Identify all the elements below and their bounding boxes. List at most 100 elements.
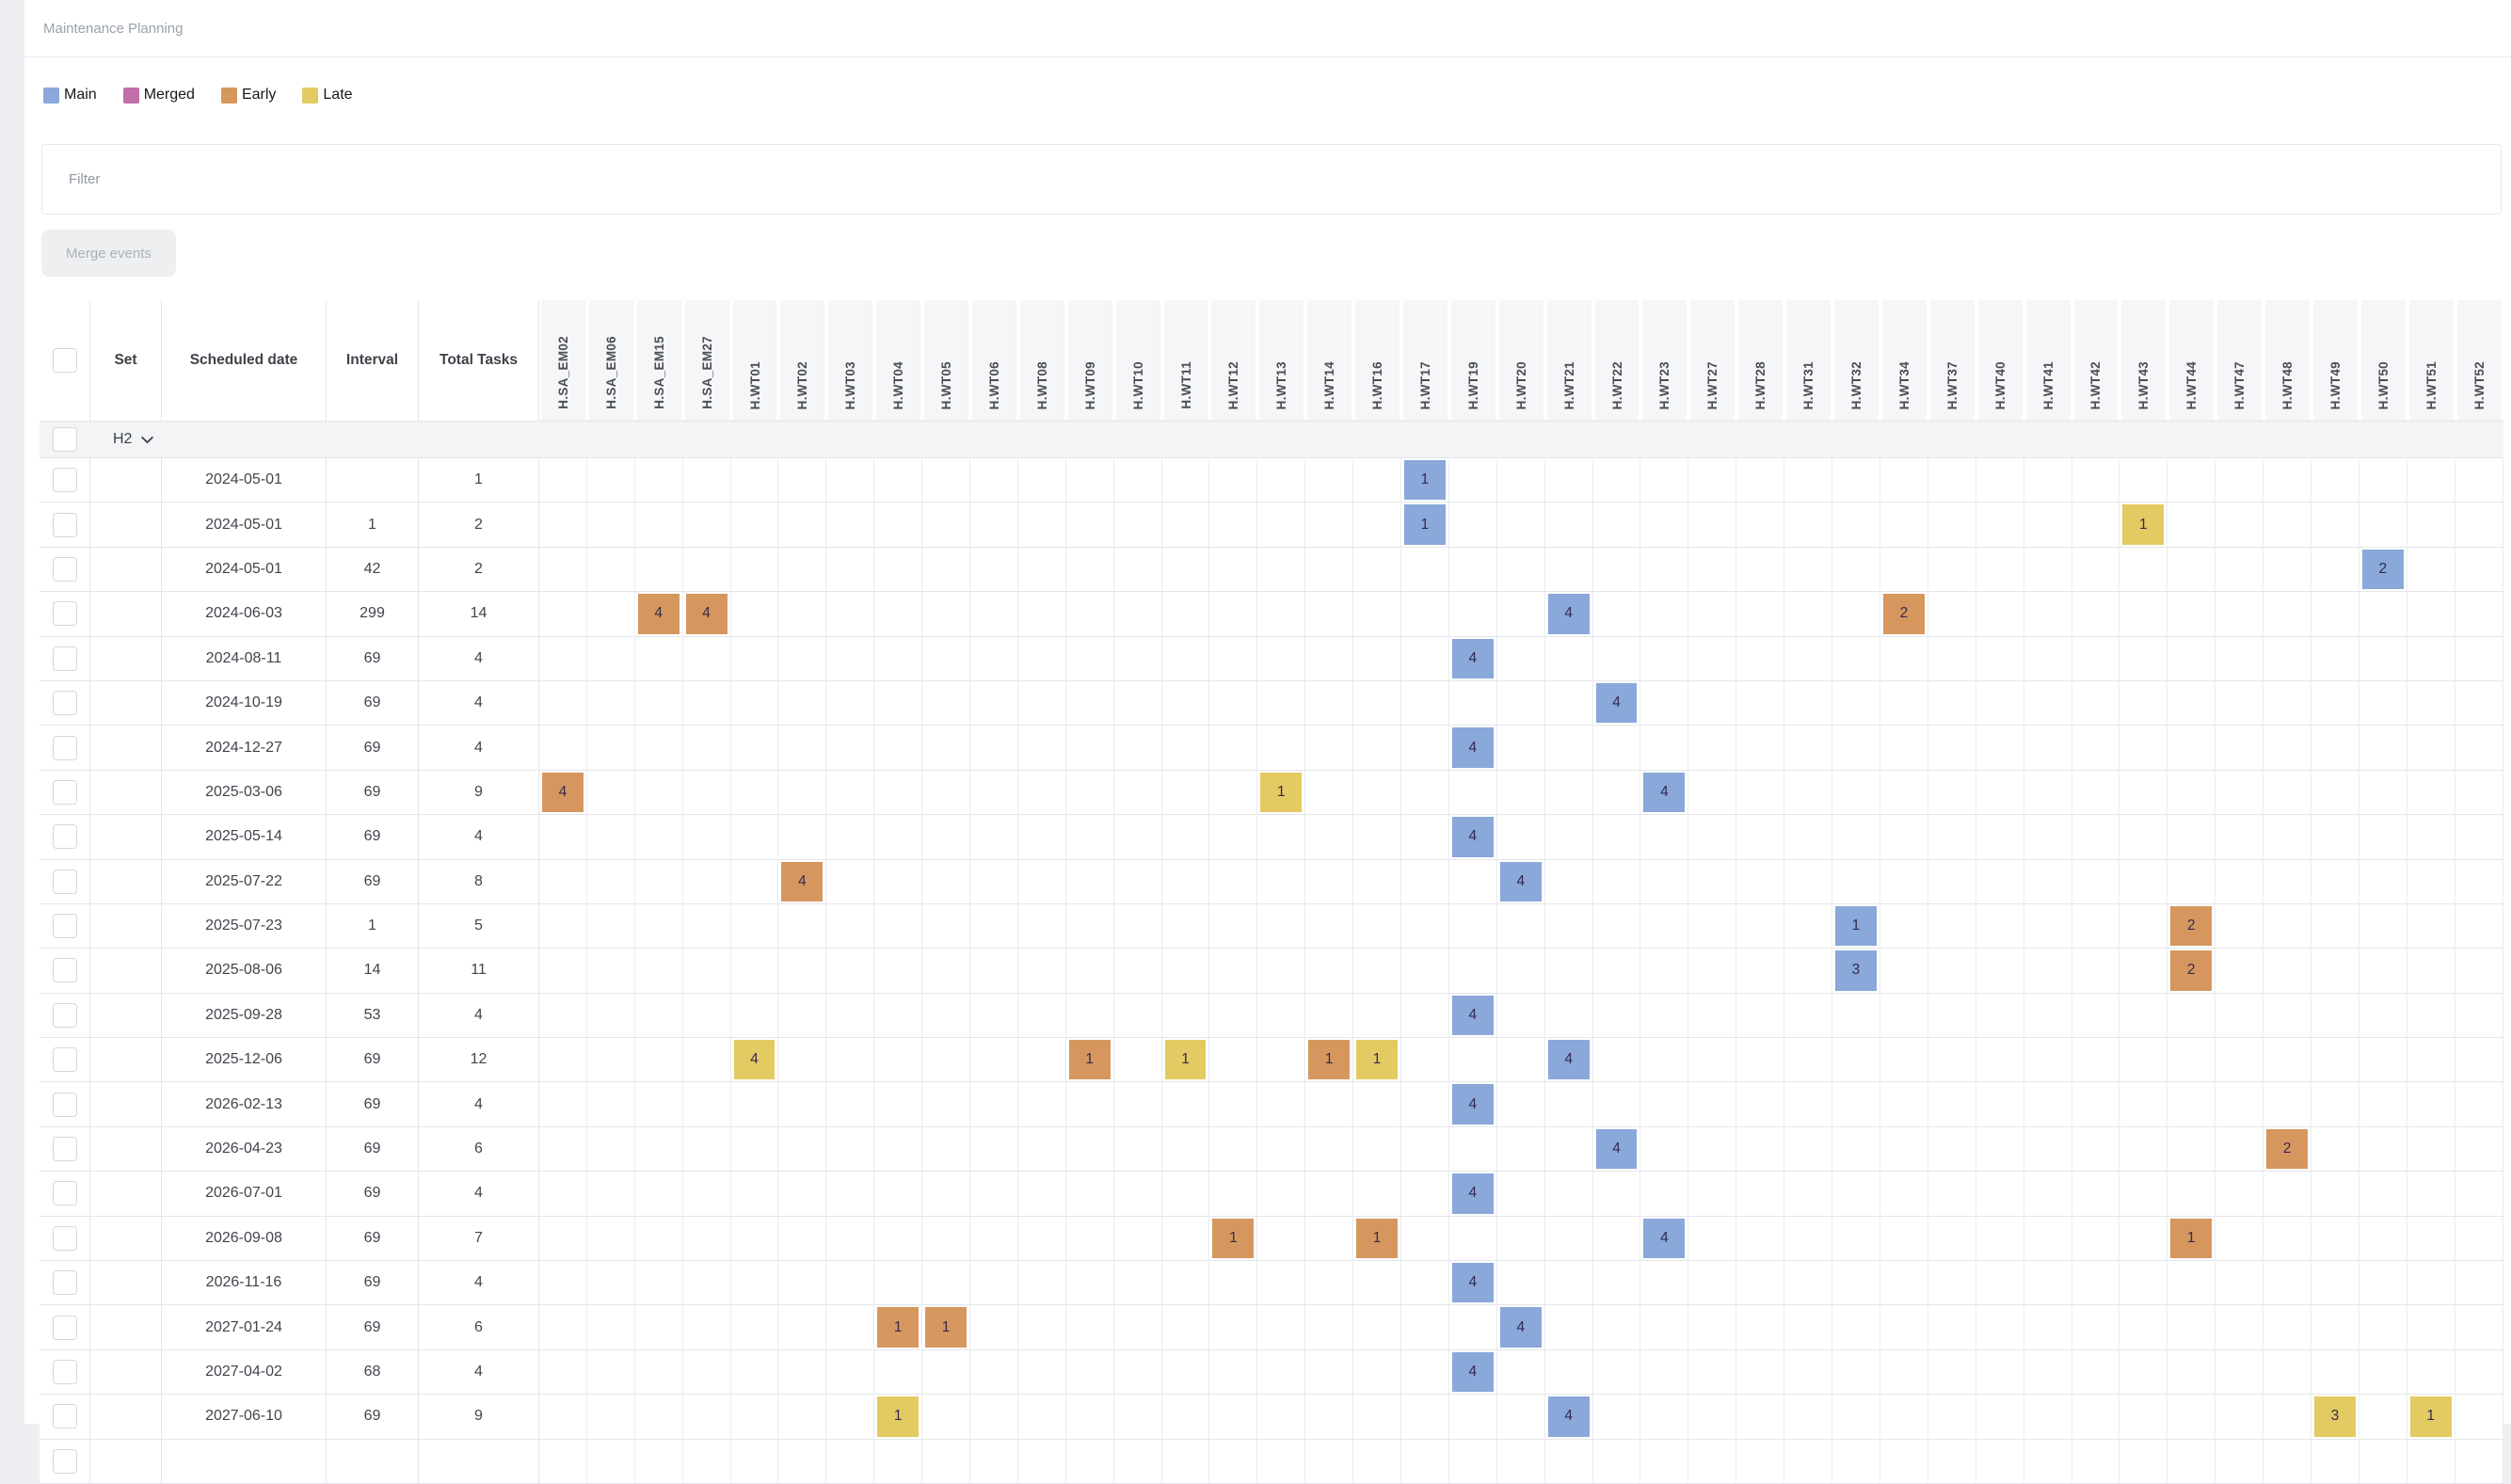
- row-checkbox[interactable]: [52, 646, 77, 671]
- task-box-main[interactable]: 4: [1643, 772, 1686, 813]
- grid-cell: [1257, 859, 1306, 903]
- grid-cell: [2167, 547, 2216, 592]
- row-checkbox[interactable]: [52, 691, 77, 716]
- grid-cell: [2359, 1439, 2407, 1483]
- row-checkbox[interactable]: [52, 914, 77, 939]
- grid-cell: [539, 726, 587, 770]
- grid-cell: [970, 680, 1018, 726]
- row-checkbox[interactable]: [52, 1404, 77, 1429]
- task-box-early[interactable]: 2: [2266, 1128, 2308, 1170]
- task-box-late[interactable]: 4: [733, 1040, 776, 1080]
- select-all-checkbox[interactable]: [52, 348, 77, 373]
- row-checkbox[interactable]: [52, 601, 77, 627]
- grid-cell: [2167, 815, 2216, 859]
- task-box-main[interactable]: 4: [1595, 1128, 1638, 1170]
- scheduled-date-cell: 2024-05-01: [162, 547, 327, 592]
- row-checkbox-cell: [40, 1082, 90, 1126]
- grid-cell: [1880, 859, 1928, 903]
- task-box-early[interactable]: 2: [2170, 950, 2213, 991]
- row-checkbox[interactable]: [52, 468, 77, 493]
- task-box-late[interactable]: 1: [1260, 772, 1303, 813]
- row-checkbox[interactable]: [52, 1360, 77, 1384]
- turbine-column-header: H.WT20: [1496, 300, 1545, 421]
- grid-cell: [587, 592, 635, 636]
- row-checkbox[interactable]: [52, 779, 77, 805]
- task-box-main[interactable]: 4: [1451, 995, 1494, 1036]
- row-checkbox[interactable]: [52, 1002, 77, 1028]
- task-box-main[interactable]: 4: [1547, 1040, 1590, 1080]
- task-box-early[interactable]: 1: [925, 1307, 968, 1348]
- task-box-late[interactable]: 1: [2122, 504, 2165, 545]
- filter-input[interactable]: [41, 144, 2502, 215]
- grid-cell: [2119, 1349, 2168, 1395]
- merge-events-button[interactable]: Merge events: [41, 230, 176, 277]
- row-checkbox[interactable]: [52, 512, 77, 537]
- row-checkbox[interactable]: [52, 1137, 77, 1162]
- task-box-main[interactable]: 3: [1835, 950, 1877, 991]
- row-checkbox[interactable]: [52, 869, 77, 894]
- row-checkbox[interactable]: [52, 1270, 77, 1296]
- task-box-main[interactable]: 4: [1499, 1307, 1542, 1348]
- task-box-early[interactable]: 1: [1212, 1218, 1255, 1259]
- task-box-early[interactable]: 4: [685, 594, 728, 634]
- grid-cell: [1209, 680, 1258, 726]
- grid-cell: [1640, 592, 1689, 636]
- task-box-main[interactable]: 4: [1643, 1218, 1686, 1259]
- task-box-early[interactable]: 4: [781, 861, 824, 902]
- row-checkbox[interactable]: [52, 1181, 77, 1206]
- task-box-late[interactable]: 1: [1356, 1040, 1399, 1080]
- row-checkbox[interactable]: [52, 824, 77, 850]
- task-box-early[interactable]: 1: [2170, 1218, 2213, 1259]
- task-box-main[interactable]: 4: [1451, 1084, 1494, 1125]
- turbine-column-label: H.WT52: [2471, 360, 2487, 409]
- task-box-main[interactable]: 4: [1451, 1263, 1494, 1303]
- group-checkbox[interactable]: [53, 427, 77, 452]
- task-box-late[interactable]: 1: [877, 1396, 920, 1437]
- task-box-main[interactable]: 4: [1547, 594, 1590, 634]
- row-checkbox[interactable]: [52, 1092, 77, 1117]
- grid-cell: [683, 815, 731, 859]
- row-checkbox[interactable]: [52, 1047, 77, 1073]
- task-box-early[interactable]: 1: [1356, 1218, 1399, 1259]
- task-box-main[interactable]: 4: [1595, 682, 1638, 724]
- task-box-late[interactable]: 3: [2313, 1396, 2356, 1437]
- row-checkbox[interactable]: [52, 958, 77, 983]
- task-box-late[interactable]: 1: [2409, 1396, 2452, 1437]
- row-checkbox[interactable]: [52, 556, 77, 582]
- task-box-main[interactable]: 2: [2361, 549, 2404, 590]
- task-box-early[interactable]: 1: [877, 1307, 920, 1348]
- grid-cell: [1545, 770, 1593, 815]
- grid-cell: [778, 1349, 827, 1395]
- row-checkbox[interactable]: [52, 1448, 77, 1474]
- task-box-main[interactable]: 4: [1499, 861, 1542, 902]
- task-box-early[interactable]: 1: [1308, 1040, 1351, 1080]
- group-row-h2[interactable]: H2: [40, 422, 2503, 458]
- grid-cell: [2072, 815, 2120, 859]
- task-box-main[interactable]: 4: [1451, 727, 1494, 768]
- grid-cell: [2311, 1349, 2359, 1395]
- row-checkbox[interactable]: [52, 735, 77, 760]
- chevron-down-icon[interactable]: [139, 432, 155, 448]
- task-box-main[interactable]: 1: [1404, 504, 1446, 545]
- task-box-main[interactable]: 4: [1451, 1351, 1494, 1393]
- task-box-main[interactable]: 1: [1404, 460, 1446, 501]
- task-box-late[interactable]: 1: [1164, 1040, 1207, 1080]
- grid-cell: [1449, 1439, 1497, 1483]
- task-box-early[interactable]: 4: [637, 594, 680, 634]
- row-checkbox[interactable]: [52, 1315, 77, 1340]
- task-box-early[interactable]: 4: [542, 772, 584, 813]
- grid-cell: [922, 1395, 971, 1439]
- group-label[interactable]: H2: [113, 431, 155, 448]
- task-box-main[interactable]: 1: [1835, 905, 1877, 947]
- task-box-main[interactable]: 4: [1451, 1173, 1494, 1214]
- task-box-early[interactable]: 2: [1882, 594, 1925, 634]
- task-box-main[interactable]: 4: [1451, 638, 1494, 678]
- task-box-early[interactable]: 1: [1068, 1040, 1111, 1080]
- task-box-early[interactable]: 2: [2170, 905, 2213, 947]
- row-checkbox[interactable]: [52, 1225, 77, 1251]
- task-box-main[interactable]: 4: [1451, 817, 1494, 857]
- grid-cell: [1305, 1439, 1354, 1483]
- grid-cell: [2407, 1126, 2455, 1172]
- task-box-main[interactable]: 4: [1547, 1396, 1590, 1437]
- grid-cell: [1162, 680, 1210, 726]
